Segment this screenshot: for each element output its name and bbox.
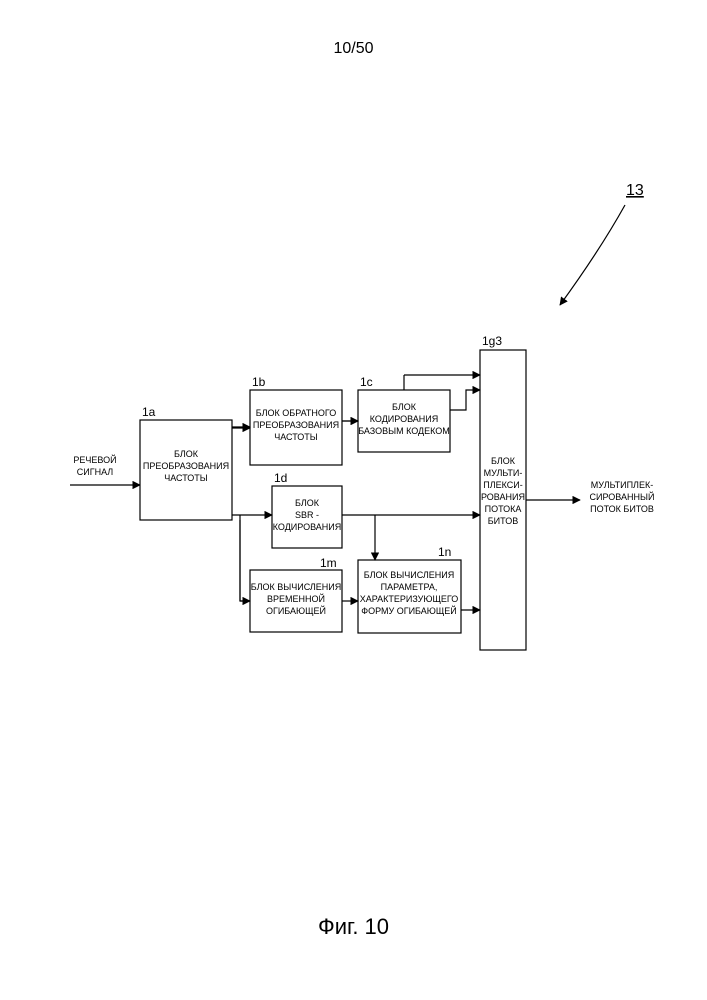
b1d-l0: БЛОК: [295, 498, 320, 508]
b1g3-l5: БИТОВ: [488, 516, 518, 526]
block-1m: БЛОК ВЫЧИСЛЕНИЯ ВРЕМЕННОЙ ОГИБАЮЩЕЙ 1m: [250, 556, 342, 632]
input-signal: РЕЧЕВОЙ СИГНАЛ: [70, 454, 140, 485]
input-label-l0: РЕЧЕВОЙ: [73, 454, 116, 465]
b1a-id: 1a: [142, 405, 156, 419]
b1g3-l1: МУЛЬТИ-: [484, 468, 523, 478]
b1m-l1: ВРЕМЕННОЙ: [267, 593, 325, 604]
b1a-l2: ЧАСТОТЫ: [164, 473, 208, 483]
out-l2: ПОТОК БИТОВ: [590, 504, 654, 514]
b1c-l2: БАЗОВЫМ КОДЕКОМ: [358, 426, 450, 436]
b1g3-l0: БЛОК: [491, 456, 516, 466]
block-1n: БЛОК ВЫЧИСЛЕНИЯ ПАРАМЕТРА, ХАРАКТЕРИЗУЮЩ…: [358, 545, 461, 633]
b1n-l0: БЛОК ВЫЧИСЛЕНИЯ: [364, 570, 455, 580]
b1m-l0: БЛОК ВЫЧИСЛЕНИЯ: [251, 582, 342, 592]
out-l0: МУЛЬТИПЛЕК-: [591, 480, 653, 490]
b1d-l2: КОДИРОВАНИЯ: [273, 522, 342, 532]
b1n-l2: ХАРАКТЕРИЗУЮЩЕГО: [360, 594, 459, 604]
diagram-ref-marker: 13: [560, 182, 644, 305]
input-label-l1: СИГНАЛ: [77, 467, 114, 477]
b1b-l2: ЧАСТОТЫ: [274, 432, 318, 442]
block-1d: БЛОК SBR - КОДИРОВАНИЯ 1d: [272, 471, 342, 548]
b1g3-l3: РОВАНИЯ: [481, 492, 525, 502]
b1a-l1: ПРЕОБРАЗОВАНИЯ: [143, 461, 229, 471]
b1b-l0: БЛОК ОБРАТНОГО: [256, 408, 337, 418]
block-1g3: БЛОК МУЛЬТИ- ПЛЕКСИ- РОВАНИЯ ПОТОКА БИТО…: [480, 334, 526, 650]
b1c-l0: БЛОК: [392, 402, 417, 412]
b1a-l0: БЛОК: [174, 449, 199, 459]
b1g3-id: 1g3: [482, 334, 502, 348]
b1c-l1: КОДИРОВАНИЯ: [370, 414, 439, 424]
b1n-l1: ПАРАМЕТРА,: [381, 582, 438, 592]
b1d-id: 1d: [274, 471, 287, 485]
block-1b: БЛОК ОБРАТНОГО ПРЕОБРАЗОВАНИЯ ЧАСТОТЫ 1b: [250, 375, 342, 465]
page-number: 10/50: [0, 40, 707, 58]
block-diagram: 13 РЕЧЕВОЙ СИГНАЛ БЛОК ПРЕОБРАЗОВАНИЯ ЧА…: [40, 90, 667, 910]
b1n-id: 1n: [438, 545, 451, 559]
b1g3-l4: ПОТОКА: [485, 504, 522, 514]
block-1a: БЛОК ПРЕОБРАЗОВАНИЯ ЧАСТОТЫ 1a: [140, 405, 232, 520]
b1b-l1: ПРЕОБРАЗОВАНИЯ: [253, 420, 339, 430]
figure-caption: Фиг. 10: [0, 914, 707, 940]
b1c-id: 1c: [360, 375, 373, 389]
out-l1: СИРОВАННЫЙ: [590, 491, 655, 502]
b1b-id: 1b: [252, 375, 266, 389]
output-signal: МУЛЬТИПЛЕК- СИРОВАННЫЙ ПОТОК БИТОВ: [590, 480, 655, 514]
b1m-id: 1m: [320, 556, 337, 570]
diagram-ref-label: 13: [626, 182, 644, 199]
b1d-l1: SBR -: [295, 510, 319, 520]
b1m-l2: ОГИБАЮЩЕЙ: [266, 605, 326, 616]
b1g3-l2: ПЛЕКСИ-: [483, 480, 523, 490]
b1n-l3: ФОРМУ ОГИБАЮЩЕЙ: [361, 605, 457, 616]
